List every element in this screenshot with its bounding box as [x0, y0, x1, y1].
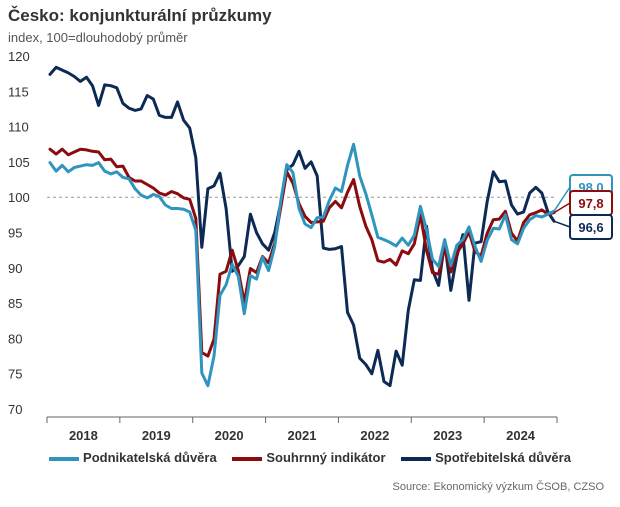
y-tick-label: 75: [8, 367, 22, 382]
source-note: Source: Ekonomický výzkum ČSOB, CZSO: [392, 481, 605, 493]
legend-item-consumer: Spotřebitelská důvěra: [401, 450, 571, 465]
legend-swatch-business: [49, 456, 80, 461]
legend-label-business: Podnikatelská důvěra: [83, 450, 217, 465]
x-tick-label: 2021: [288, 428, 317, 443]
legend-item-business: Podnikatelská důvěra: [49, 450, 217, 465]
y-tick-label: 80: [8, 331, 22, 346]
chart-legend: Podnikatelská důvěra Souhrnný indikátor …: [0, 450, 620, 465]
y-tick-label: 105: [8, 155, 30, 170]
series-line-business: [48, 142, 556, 388]
chart-title: Česko: konjunkturální průzkumy: [8, 6, 272, 25]
x-tick-label: 2018: [69, 428, 98, 443]
y-tick-label: 85: [8, 296, 22, 311]
y-tick-label: 70: [8, 402, 22, 417]
y-tick-label: 120: [8, 49, 30, 64]
end-label-composite: 97,8: [578, 196, 603, 211]
legend-item-composite: Souhrnný indikátor: [232, 450, 386, 465]
line-chart: 70 75 80 85 90 95 100 105 110 115 120 2018 2019 2020 2…: [8, 49, 613, 443]
x-tick-label: 2022: [360, 428, 389, 443]
x-tick-label: 2024: [506, 428, 536, 443]
legend-swatch-consumer: [401, 456, 432, 461]
y-tick-label: 115: [8, 84, 29, 99]
legend-swatch-composite: [232, 456, 263, 461]
series-line-consumer: [48, 65, 556, 388]
x-tick-label: 2020: [215, 428, 244, 443]
y-tick-label: 100: [8, 190, 30, 205]
end-label-connector-composite: [553, 202, 571, 214]
end-label-connector-business: [553, 186, 571, 212]
end-label-box-consumer: [569, 214, 613, 240]
x-tick-label: 2019: [142, 428, 171, 443]
chart-subtitle: index, 100=dlouhodobý průměr: [8, 30, 188, 45]
y-tick-label: 110: [8, 120, 29, 135]
x-tick-label: 2023: [433, 428, 462, 443]
y-tick-label: 90: [8, 261, 22, 276]
legend-label-consumer: Spotřebitelská důvěra: [435, 450, 571, 465]
end-label-consumer: 96,6: [578, 220, 603, 235]
legend-label-composite: Souhrnný indikátor: [266, 450, 386, 465]
end-label-connector-consumer: [553, 220, 571, 228]
y-tick-label: 95: [8, 226, 22, 241]
